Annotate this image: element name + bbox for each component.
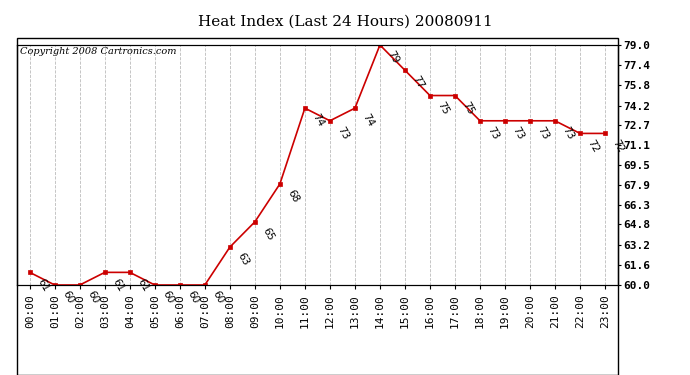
Text: 77: 77 [411,74,426,91]
Text: 75: 75 [435,100,451,116]
Text: 73: 73 [335,125,351,141]
Text: 65: 65 [260,226,276,243]
Text: 74: 74 [310,112,326,129]
Text: 60: 60 [60,289,75,306]
Text: 60: 60 [186,289,201,306]
Text: 73: 73 [486,125,501,141]
Text: 61: 61 [35,276,50,293]
Text: 61: 61 [110,276,126,293]
Text: 72: 72 [611,138,626,154]
Text: 60: 60 [210,289,226,306]
Text: 73: 73 [535,125,551,141]
Text: 63: 63 [235,251,250,268]
Text: 73: 73 [560,125,576,141]
Text: 60: 60 [86,289,101,306]
Text: 72: 72 [586,138,601,154]
Text: 73: 73 [511,125,526,141]
Text: 61: 61 [135,276,150,293]
Text: 60: 60 [160,289,175,306]
Text: Copyright 2008 Cartronics.com: Copyright 2008 Cartronics.com [20,47,177,56]
Text: 68: 68 [286,188,301,205]
Text: 74: 74 [360,112,376,129]
Text: 75: 75 [460,100,476,116]
Text: 79: 79 [386,49,401,66]
Text: Heat Index (Last 24 Hours) 20080911: Heat Index (Last 24 Hours) 20080911 [197,15,493,29]
